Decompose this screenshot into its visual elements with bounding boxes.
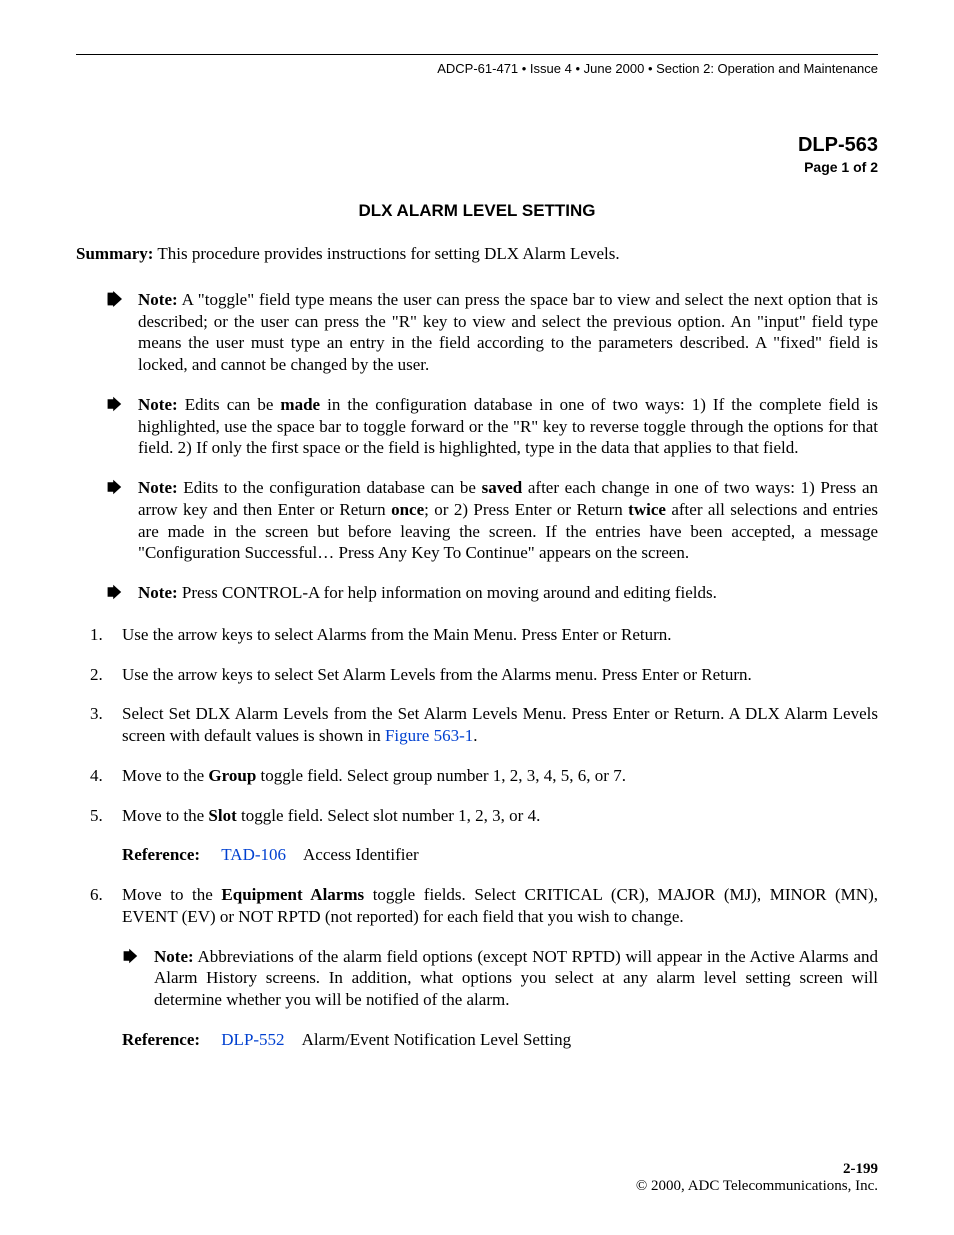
step-5: 5. Move to the Slot toggle field. Select… xyxy=(76,805,878,827)
ref-label: Reference: xyxy=(122,1030,200,1049)
note-4: Note: Press CONTROL-A for help informati… xyxy=(76,582,878,606)
step-num: 2. xyxy=(90,664,122,686)
arrow-icon xyxy=(106,289,138,376)
note-label: Note: xyxy=(154,947,194,966)
step-num: 6. xyxy=(90,884,122,928)
step-body: Move to the Equipment Alarms toggle fiel… xyxy=(122,884,878,928)
note-1: Note: A "toggle" field type means the us… xyxy=(76,289,878,376)
footer: 2-199 © 2000, ADC Telecommunications, In… xyxy=(76,1161,878,1195)
step-text: Use the arrow keys to select Alarms from… xyxy=(122,624,878,646)
note-1-body: Note: A "toggle" field type means the us… xyxy=(138,289,878,376)
content: Summary: This procedure provides instruc… xyxy=(76,243,878,1051)
note-3: Note: Edits to the configuration databas… xyxy=(76,477,878,564)
bold-group: Group xyxy=(208,766,256,785)
note-label: Note: xyxy=(138,290,178,309)
summary-label: Summary: xyxy=(76,244,153,263)
t: Move to the xyxy=(122,806,208,825)
step-body: Move to the Slot toggle field. Select sl… xyxy=(122,805,878,827)
ref-desc: Access Identifier xyxy=(303,845,419,864)
note-2: Note: Edits can be made in the configura… xyxy=(76,394,878,459)
note-5-body: Note: Abbreviations of the alarm field o… xyxy=(154,946,878,1011)
dlp-page-of: Page 1 of 2 xyxy=(76,159,878,175)
bold-equipment-alarms: Equipment Alarms xyxy=(221,885,364,904)
bold-saved: saved xyxy=(482,478,523,497)
bold-once: once xyxy=(391,500,424,519)
step-2: 2. Use the arrow keys to select Set Alar… xyxy=(76,664,878,686)
step-1: 1. Use the arrow keys to select Alarms f… xyxy=(76,624,878,646)
t: Move to the xyxy=(122,885,221,904)
note-3-body: Note: Edits to the configuration databas… xyxy=(138,477,878,564)
summary: Summary: This procedure provides instruc… xyxy=(76,243,878,265)
page: ADCP-61-471 • Issue 4 • June 2000 • Sect… xyxy=(0,0,954,1235)
note-label: Note: xyxy=(138,583,178,602)
dlp-number: DLP-563 xyxy=(76,134,878,157)
figure-link[interactable]: Figure 563-1 xyxy=(385,726,473,745)
t: . xyxy=(473,726,477,745)
bold-twice: twice xyxy=(628,500,666,519)
step-text: Use the arrow keys to select Set Alarm L… xyxy=(122,664,878,686)
page-title: DLX ALARM LEVEL SETTING xyxy=(76,201,878,221)
t: Edits can be xyxy=(178,395,281,414)
note-label: Note: xyxy=(138,478,178,497)
bold-slot: Slot xyxy=(208,806,236,825)
ref-label: Reference: xyxy=(122,845,200,864)
header-rule xyxy=(76,54,878,55)
note-text: Abbreviations of the alarm field options… xyxy=(154,947,878,1010)
arrow-icon xyxy=(106,477,138,564)
summary-text: This procedure provides instructions for… xyxy=(153,244,619,263)
step-4: 4. Move to the Group toggle field. Selec… xyxy=(76,765,878,787)
arrow-icon xyxy=(106,582,138,606)
step-num: 3. xyxy=(90,703,122,747)
ref-link[interactable]: DLP-552 xyxy=(221,1030,284,1049)
step-num: 1. xyxy=(90,624,122,646)
reference-2: Reference: DLP-552 Alarm/Event Notificat… xyxy=(76,1029,878,1051)
note-4-body: Note: Press CONTROL-A for help informati… xyxy=(138,582,878,606)
page-number: 2-199 xyxy=(76,1161,878,1178)
step-6: 6. Move to the Equipment Alarms toggle f… xyxy=(76,884,878,928)
arrow-icon xyxy=(122,946,154,1011)
t: ; or 2) Press Enter or Return xyxy=(424,500,628,519)
arrow-icon xyxy=(106,394,138,459)
note-text: A "toggle" field type means the user can… xyxy=(138,290,878,374)
t: Edits to the configuration database can … xyxy=(178,478,482,497)
step-body: Move to the Group toggle field. Select g… xyxy=(122,765,878,787)
t: toggle field. Select slot number 1, 2, 3… xyxy=(237,806,541,825)
ref-link[interactable]: TAD-106 xyxy=(221,845,286,864)
running-header: ADCP-61-471 • Issue 4 • June 2000 • Sect… xyxy=(76,61,878,76)
step-num: 4. xyxy=(90,765,122,787)
dlp-block: DLP-563 Page 1 of 2 xyxy=(76,134,878,175)
ref-desc: Alarm/Event Notification Level Setting xyxy=(302,1030,572,1049)
note-label: Note: xyxy=(138,395,178,414)
step-num: 5. xyxy=(90,805,122,827)
t: toggle field. Select group number 1, 2, … xyxy=(256,766,626,785)
note-text: Press CONTROL-A for help information on … xyxy=(178,583,717,602)
reference-1: Reference: TAD-106 Access Identifier xyxy=(76,844,878,866)
t: Move to the xyxy=(122,766,208,785)
note-2-body: Note: Edits can be made in the configura… xyxy=(138,394,878,459)
copyright: © 2000, ADC Telecommunications, Inc. xyxy=(76,1178,878,1195)
note-5: Note: Abbreviations of the alarm field o… xyxy=(76,946,878,1011)
step-body: Select Set DLX Alarm Levels from the Set… xyxy=(122,703,878,747)
bold-made: made xyxy=(280,395,320,414)
t: Select Set DLX Alarm Levels from the Set… xyxy=(122,704,878,745)
step-3: 3. Select Set DLX Alarm Levels from the … xyxy=(76,703,878,747)
